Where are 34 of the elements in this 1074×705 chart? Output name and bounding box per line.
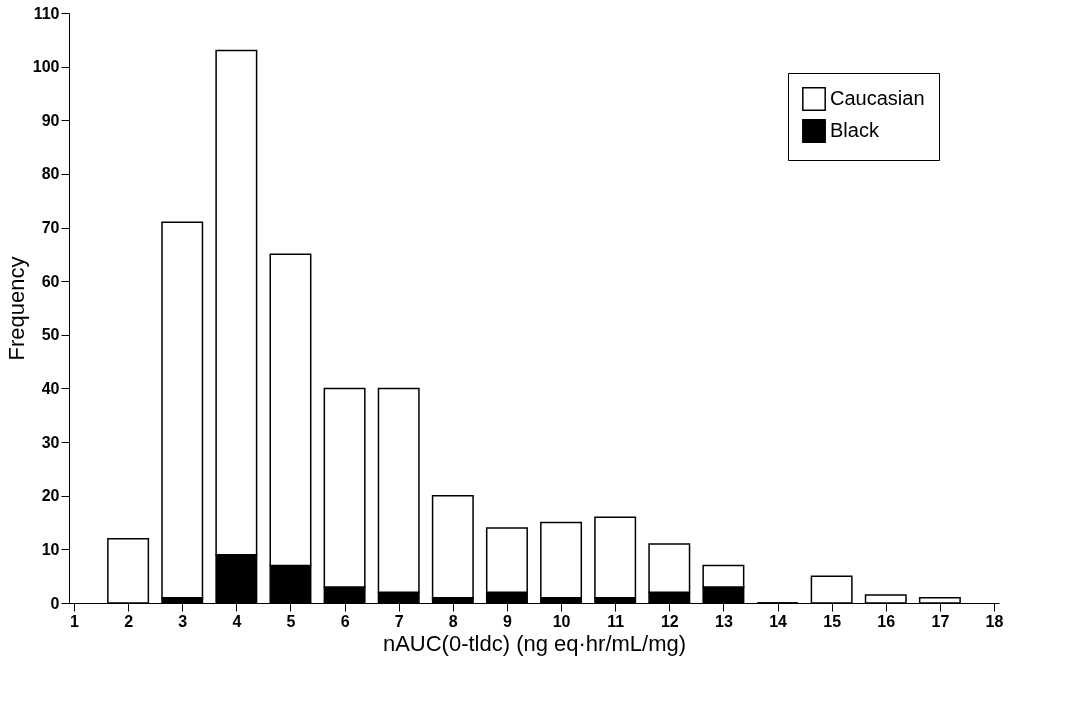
x-tick-label: 10 xyxy=(552,612,571,630)
legend-label: Black xyxy=(830,119,880,141)
x-tick-label: 13 xyxy=(715,612,733,630)
y-tick-label: 20 xyxy=(41,487,60,505)
x-tick-label: 9 xyxy=(502,612,512,630)
x-tick-label: 6 xyxy=(340,612,350,630)
y-tick-label: 0 xyxy=(50,594,60,612)
y-axis-title: Frequency xyxy=(3,256,29,361)
y-tick-label: 110 xyxy=(33,4,60,22)
x-axis-title: nAUC(0-tldc) (ng eq·hr/mL/mg) xyxy=(382,630,687,656)
x-tick-label: 15 xyxy=(823,612,842,630)
y-tick-label: 90 xyxy=(41,111,60,129)
legend-label: Caucasian xyxy=(830,87,925,109)
y-tick-label: 50 xyxy=(41,326,60,344)
x-tick-label: 7 xyxy=(394,612,404,630)
x-tick-label: 8 xyxy=(448,612,458,630)
x-tick-label: 18 xyxy=(985,612,1004,630)
x-tick-label: 12 xyxy=(660,612,679,630)
y-tick-label: 10 xyxy=(41,540,60,558)
x-tick-label: 16 xyxy=(877,612,896,630)
x-tick-label: 17 xyxy=(931,612,950,630)
x-tick-label: 5 xyxy=(286,612,296,630)
x-tick-label: 1 xyxy=(70,612,80,630)
x-tick-label: 3 xyxy=(178,612,188,630)
x-tick-label: 11 xyxy=(607,612,625,630)
y-tick-label: 80 xyxy=(41,165,60,183)
y-tick-label: 100 xyxy=(32,58,60,76)
x-tick-label: 4 xyxy=(232,612,242,630)
y-tick-label: 40 xyxy=(41,379,60,397)
y-tick-label: 60 xyxy=(41,272,60,290)
y-tick-label: 30 xyxy=(41,433,60,451)
x-tick-label: 14 xyxy=(769,612,788,630)
y-tick-label: 70 xyxy=(41,219,60,237)
x-tick-label: 2 xyxy=(124,612,134,630)
